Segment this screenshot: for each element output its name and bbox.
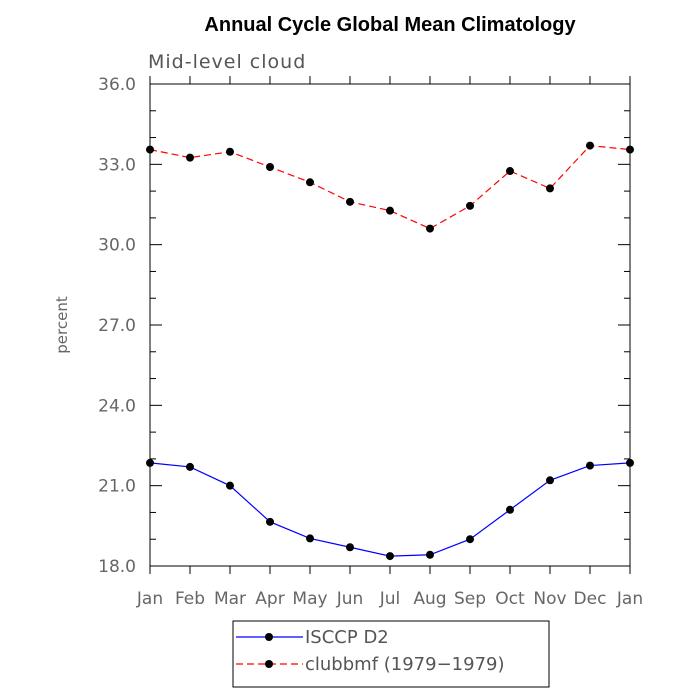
- data-point: [226, 147, 234, 156]
- data-point: [186, 153, 194, 162]
- data-point: [306, 534, 314, 543]
- data-point: [506, 505, 514, 514]
- x-tick-label: Dec: [574, 589, 607, 609]
- data-point: [506, 167, 514, 176]
- x-tick-label: Jan: [616, 589, 643, 609]
- y-tick-label: 27.0: [98, 316, 136, 336]
- x-tick-label: Jul: [379, 589, 401, 609]
- x-axis: Jan Feb Mar Apr May Jun Jul Aug Sep Oct Nov Dec Jan: [136, 76, 643, 609]
- legend-box: [232, 620, 550, 688]
- data-point: [186, 462, 194, 471]
- x-tick-label: Jun: [336, 589, 364, 609]
- data-point: [306, 178, 314, 187]
- legend-label: ISCCP D2: [305, 627, 389, 648]
- data-point: [386, 206, 394, 215]
- data-point: [346, 543, 354, 552]
- series-line-1: [149, 144, 631, 230]
- x-tick-label: Jan: [136, 589, 163, 609]
- x-tick-label: Nov: [533, 589, 566, 609]
- legend-swatch-marker: [265, 660, 273, 668]
- data-point: [386, 552, 394, 561]
- data-point: [546, 476, 554, 485]
- data-point: [266, 163, 274, 172]
- series-line-0: [149, 462, 631, 557]
- x-tick-label: Feb: [175, 589, 205, 609]
- data-point: [426, 224, 434, 233]
- legend-label: clubbmf (1979−1979): [305, 654, 505, 675]
- data-point: [346, 197, 354, 206]
- plot-frame: [149, 83, 631, 567]
- data-point: [146, 145, 154, 154]
- y-axis: 18.0 21.0 24.0 27.0 30.0 33.0 36.0: [98, 75, 630, 577]
- x-tick-label: Apr: [255, 589, 284, 609]
- y-tick-label: 33.0: [98, 155, 136, 175]
- legend: ISCCP D2 clubbmf (1979−1979): [232, 620, 550, 688]
- data-point: [226, 481, 234, 490]
- data-point: [626, 458, 634, 467]
- y-tick-label: 30.0: [98, 236, 136, 256]
- x-tick-label: Sep: [454, 589, 486, 609]
- series-layer: [146, 141, 634, 561]
- x-tick-label: Oct: [495, 589, 525, 609]
- y-axis-label: percent: [53, 296, 71, 354]
- data-point: [546, 184, 554, 193]
- x-tick-label: May: [292, 589, 327, 609]
- data-point: [626, 145, 634, 154]
- data-point: [466, 535, 474, 544]
- chart-subtitle: Mid-level cloud: [148, 51, 306, 73]
- chart-title: Annual Cycle Global Mean Climatology: [204, 14, 576, 36]
- data-point: [466, 201, 474, 210]
- y-tick-label: 24.0: [98, 396, 136, 416]
- data-point: [586, 141, 594, 150]
- y-tick-label: 21.0: [98, 477, 136, 497]
- data-point: [146, 458, 154, 467]
- data-point: [426, 550, 434, 559]
- data-point: [266, 517, 274, 526]
- y-tick-label: 36.0: [98, 75, 136, 95]
- data-point: [586, 461, 594, 470]
- y-tick-label: 18.0: [98, 557, 136, 577]
- x-tick-label: Mar: [214, 589, 246, 609]
- x-tick-label: Aug: [413, 589, 446, 609]
- legend-swatch-marker: [265, 633, 273, 641]
